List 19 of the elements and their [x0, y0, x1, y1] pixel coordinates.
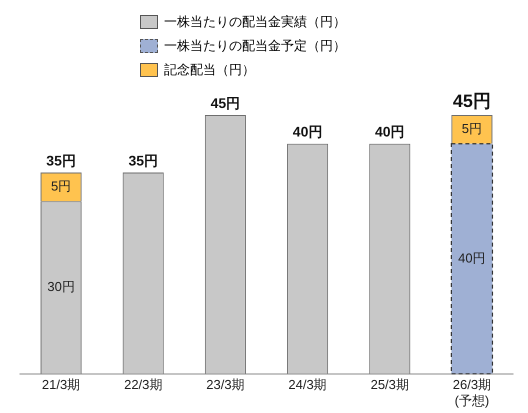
- x-tick-label: 22/3期: [124, 377, 162, 392]
- data-label: 30円: [47, 279, 75, 294]
- x-tick-label: 25/3期: [370, 377, 409, 392]
- x-tick-label: 26/3期 (予想): [452, 377, 492, 408]
- data-label: 5円: [50, 178, 72, 194]
- total-label: 40円: [374, 124, 405, 140]
- total-label: 40円: [292, 124, 322, 140]
- legend-label: 記念配当（円）: [164, 61, 255, 79]
- data-label: 5円: [462, 120, 482, 136]
- total-label: 35円: [46, 152, 76, 168]
- total-label: 45円: [210, 94, 240, 111]
- legend-label: 一株当たりの配当金予定（円）: [164, 37, 346, 55]
- total-label: 45円: [452, 90, 491, 111]
- x-tick-label: 23/3期: [206, 377, 245, 392]
- x-tick-label: 21/3期: [42, 377, 80, 392]
- x-tick-label: 24/3期: [288, 377, 327, 392]
- legend-label: 一株当たりの配当金実績（円）: [164, 13, 346, 31]
- total-label: 35円: [128, 152, 158, 168]
- data-label: 40円: [458, 250, 486, 266]
